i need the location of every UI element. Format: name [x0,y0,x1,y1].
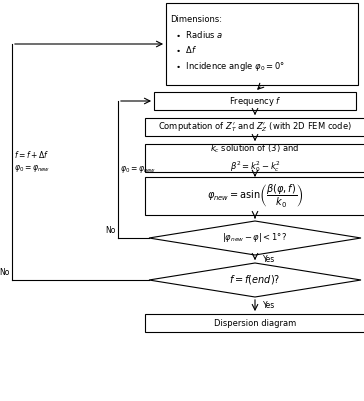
Text: No: No [106,226,116,235]
Text: Dimensions:
  $\bullet$  Radius $a$
  $\bullet$  $\Delta f$
  $\bullet$  Inciden: Dimensions: $\bullet$ Radius $a$ $\bulle… [170,15,285,73]
Text: Yes: Yes [263,301,275,310]
Text: Dispersion diagram: Dispersion diagram [214,318,296,328]
Text: $\varphi_{new} = \mathrm{asin}\left(\dfrac{\beta(\varphi,f)}{k_0}\right)$: $\varphi_{new} = \mathrm{asin}\left(\dfr… [207,182,303,209]
Text: No: No [0,268,10,277]
Text: $\varphi_0 = \varphi_{new}$: $\varphi_0 = \varphi_{new}$ [14,162,50,174]
Text: Computation of $Z_T^{\prime}$ and $Z_Z^{\prime}$ (with 2D FEM code): Computation of $Z_T^{\prime}$ and $Z_Z^{… [158,120,352,134]
Bar [145,144,364,172]
Text: $f = f(end)$?: $f = f(end)$? [229,273,281,286]
Text: Frequency $f$: Frequency $f$ [229,95,281,107]
Bar [154,92,356,110]
Text: $\varphi_0 = \varphi_{new}$: $\varphi_0 = \varphi_{new}$ [120,164,156,175]
Bar [145,118,364,136]
Bar [145,314,364,332]
Polygon shape [149,263,361,297]
Bar [145,177,364,215]
Text: Yes: Yes [263,255,275,263]
Polygon shape [149,221,361,255]
Text: $k_c$ solution of (3) and
$\beta^2 = k_0^2 - k_c^2$: $k_c$ solution of (3) and $\beta^2 = k_0… [210,142,300,174]
Text: $f = f + \Delta f$: $f = f + \Delta f$ [14,148,49,160]
Text: $|\varphi_{new} - \varphi| < 1°$?: $|\varphi_{new} - \varphi| < 1°$? [222,231,288,245]
Bar [166,3,358,85]
